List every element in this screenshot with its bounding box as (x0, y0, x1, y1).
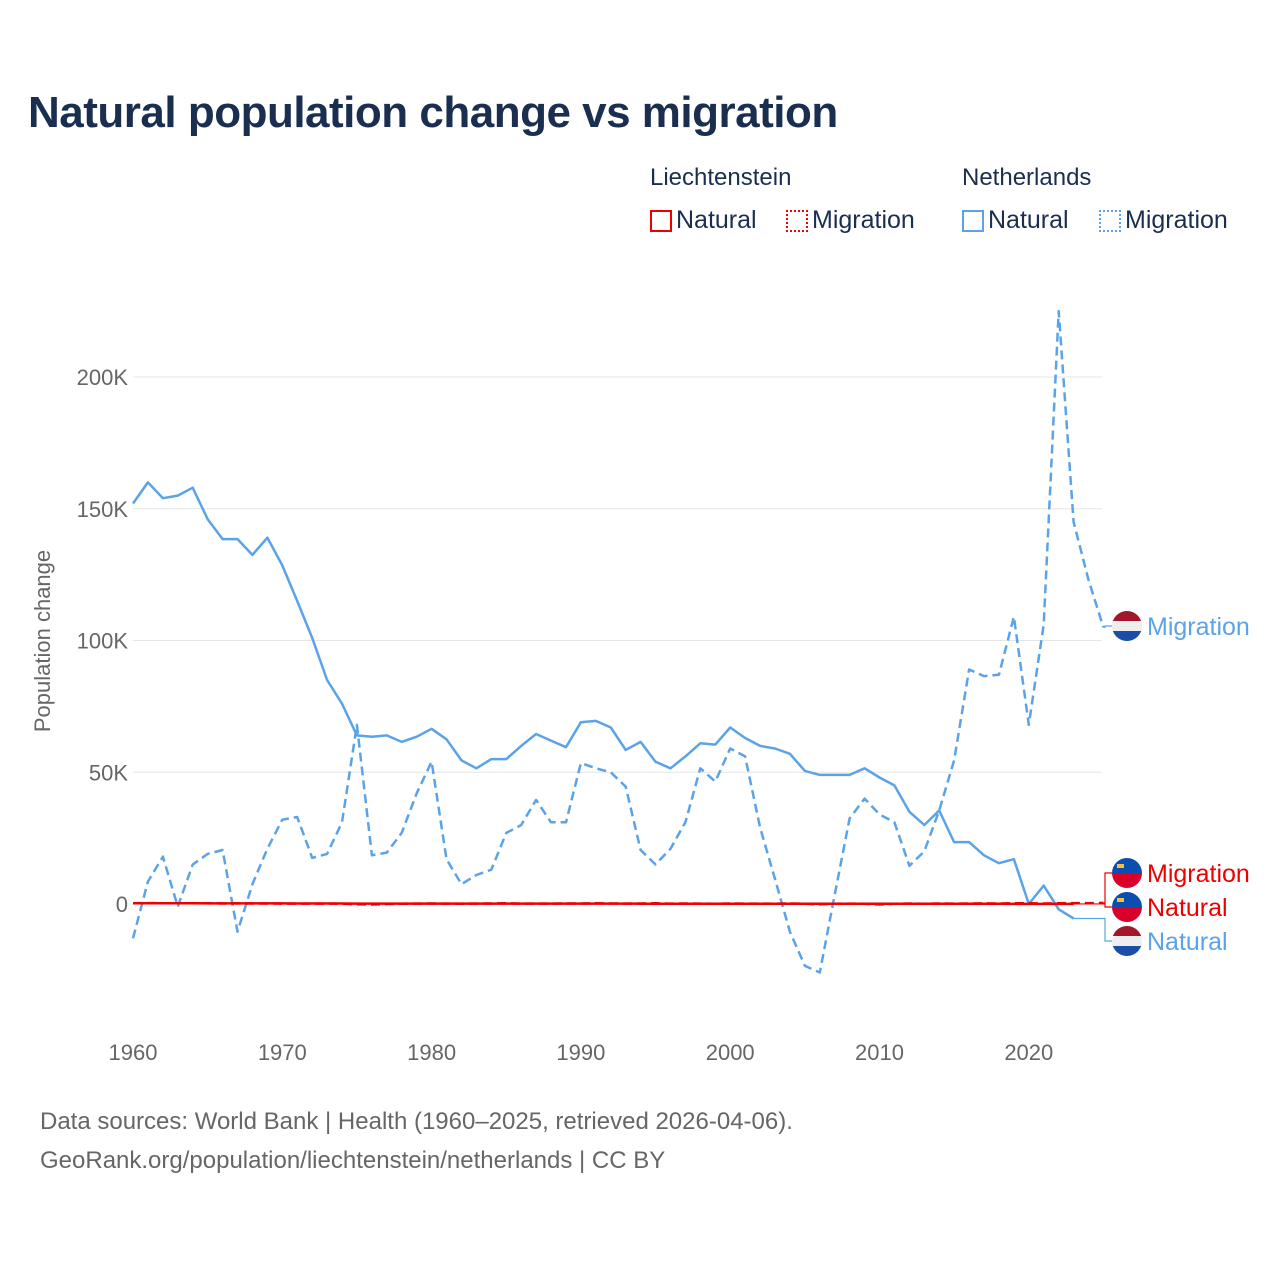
end-label-connector (1103, 625, 1112, 628)
legend-item-li-natural[interactable]: Natural (650, 206, 757, 235)
x-tick-label: 2010 (855, 1040, 904, 1065)
series-line-netherlands-natural (131, 481, 1075, 920)
end-label-liechtenstein-migration: Migration (1147, 860, 1250, 888)
legend-item-nl-migration[interactable]: Migration (1099, 206, 1228, 235)
series-line-liechtenstein-natural (133, 902, 1074, 906)
source-url[interactable]: GeoRank.org/population/liechtenstein/net… (40, 1147, 666, 1174)
legend-item-li-migration[interactable]: Migration (786, 206, 915, 235)
y-tick-label: 150K (77, 497, 129, 522)
legend-label: Migration (1125, 206, 1228, 234)
chart-title: Natural population change vs migration (28, 88, 838, 137)
y-tick-label: 200K (77, 365, 129, 390)
legend-swatch-dotted (1099, 209, 1121, 232)
liechtenstein-flag-icon (1112, 892, 1142, 922)
legend-group-netherlands: Netherlands (962, 164, 1092, 191)
y-tick-label: 50K (89, 760, 128, 785)
legend-swatch-solid (962, 209, 984, 232)
y-axis-label: Population change (30, 550, 55, 732)
legend-swatch-dotted (786, 209, 808, 232)
legend-item-nl-natural[interactable]: Natural (962, 206, 1069, 235)
series-line-netherlands-migration (131, 309, 1105, 974)
x-tick-label: 2000 (706, 1040, 755, 1065)
legend-label: Natural (988, 206, 1069, 234)
netherlands-flag-icon (1112, 611, 1142, 641)
x-tick-label: 1970 (258, 1040, 307, 1065)
legend-label: Migration (812, 206, 915, 234)
source-text: Data sources: World Bank | Health (1960–… (40, 1108, 793, 1135)
legend-label: Natural (676, 206, 757, 234)
x-tick-label: 1990 (556, 1040, 605, 1065)
legend-swatch-solid (650, 209, 672, 232)
end-label-connector (1073, 903, 1112, 908)
x-tick-label: 1960 (109, 1040, 158, 1065)
x-tick-label: 2020 (1004, 1040, 1053, 1065)
x-tick-label: 1980 (407, 1040, 456, 1065)
legend-group-liechtenstein: Liechtenstein (650, 164, 792, 191)
y-tick-label: 100K (77, 629, 129, 654)
netherlands-flag-icon (1112, 926, 1142, 956)
end-label-netherlands-natural: Natural (1147, 928, 1228, 956)
end-label-netherlands-migration: Migration (1147, 613, 1250, 641)
end-label-connector (1073, 917, 1112, 942)
end-label-connector (1103, 872, 1112, 904)
y-tick-label: 0 (116, 892, 128, 917)
liechtenstein-flag-icon (1112, 858, 1142, 888)
end-label-liechtenstein-natural: Natural (1147, 894, 1228, 922)
